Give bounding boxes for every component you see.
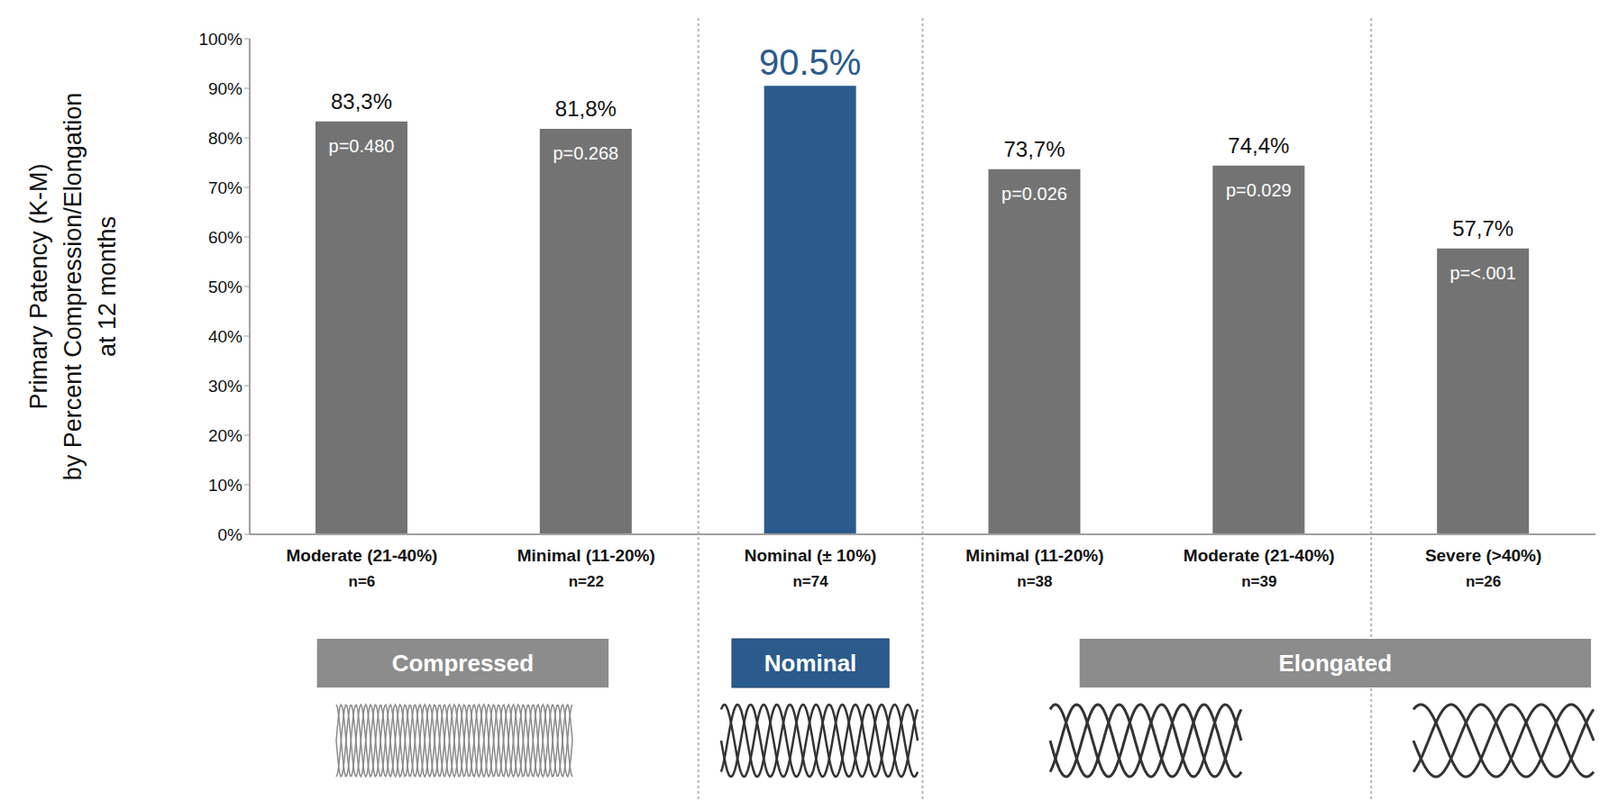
svg-text:83,3%: 83,3%	[330, 89, 393, 114]
svg-text:Severe (>40%): Severe (>40%)	[1425, 546, 1542, 566]
svg-text:50%: 50%	[208, 277, 243, 297]
svg-text:73,7%: 73,7%	[1003, 137, 1065, 162]
svg-text:20%: 20%	[208, 426, 243, 446]
svg-text:Compressed: Compressed	[392, 649, 535, 677]
svg-text:80%: 80%	[208, 128, 243, 148]
svg-text:Minimal (11-20%): Minimal (11-20%)	[965, 546, 1104, 566]
svg-text:n=22: n=22	[568, 573, 604, 591]
svg-text:57,7%: 57,7%	[1452, 216, 1514, 241]
svg-text:p=0.026: p=0.026	[1001, 183, 1068, 204]
svg-text:n=6: n=6	[348, 573, 376, 591]
svg-text:Moderate (21-40%): Moderate (21-40%)	[285, 546, 438, 566]
svg-text:p=0.029: p=0.029	[1225, 180, 1292, 201]
svg-text:n=26: n=26	[1465, 573, 1501, 591]
svg-text:60%: 60%	[208, 228, 243, 247]
svg-text:at 12 months: at 12 months	[93, 216, 121, 357]
svg-text:n=39: n=39	[1241, 573, 1277, 591]
svg-text:Nominal: Nominal	[764, 649, 858, 677]
svg-text:30%: 30%	[208, 376, 243, 396]
svg-text:90.5%: 90.5%	[758, 42, 861, 83]
svg-text:70%: 70%	[208, 178, 243, 198]
svg-text:Elongated: Elongated	[1279, 649, 1393, 677]
svg-text:Minimal (11-20%): Minimal (11-20%)	[517, 546, 656, 566]
svg-text:n=38: n=38	[1016, 573, 1052, 591]
svg-text:81,8%: 81,8%	[555, 96, 617, 121]
svg-text:n=74: n=74	[792, 573, 829, 591]
svg-text:Nominal (± 10%): Nominal (± 10%)	[744, 546, 878, 566]
svg-text:by Percent Compression/Elongat: by Percent Compression/Elongation	[59, 92, 87, 482]
svg-text:p=0.480: p=0.480	[329, 136, 395, 156]
svg-text:Moderate (21-40%): Moderate (21-40%)	[1183, 546, 1335, 566]
svg-text:90%: 90%	[208, 79, 243, 99]
svg-text:0%: 0%	[218, 525, 244, 545]
svg-text:40%: 40%	[208, 327, 243, 347]
svg-text:p=<.001: p=<.001	[1449, 263, 1516, 284]
svg-text:Primary Patency (K-M): Primary Patency (K-M)	[25, 163, 53, 410]
svg-text:p=0.268: p=0.268	[552, 143, 619, 164]
svg-text:74,4%: 74,4%	[1227, 133, 1290, 158]
svg-text:100%: 100%	[198, 29, 243, 49]
svg-text:10%: 10%	[208, 475, 243, 495]
